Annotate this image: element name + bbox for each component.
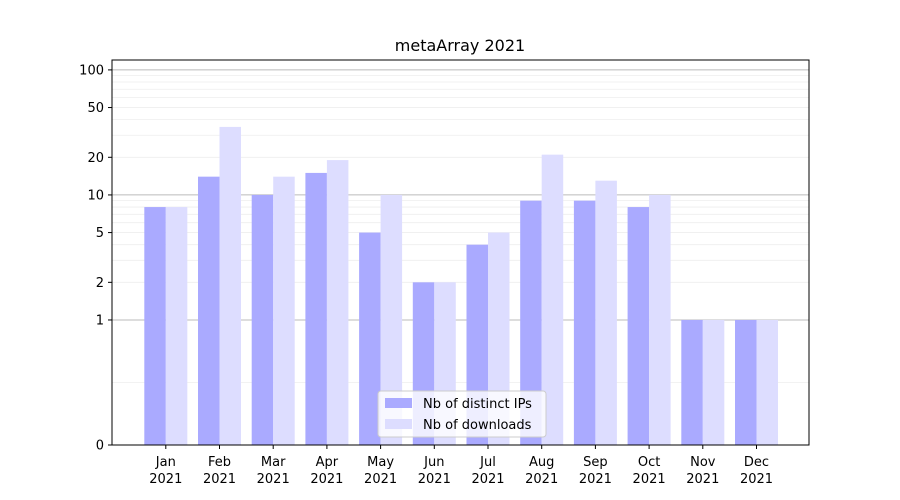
x-tick-label-year: 2021 <box>149 472 182 487</box>
bar-distinct-ips-mar <box>251 194 274 445</box>
x-tick-label-month: Dec <box>744 455 769 470</box>
bar-downloads-oct <box>649 194 671 445</box>
bars <box>144 126 778 446</box>
y-tick-label: 0 <box>96 439 104 454</box>
legend-swatch <box>385 398 412 408</box>
chart-title: metaArray 2021 <box>395 36 525 55</box>
x-tick-label-year: 2021 <box>686 472 719 487</box>
bar-downloads-mar <box>273 176 295 445</box>
bar-distinct-ips-feb <box>198 176 220 445</box>
bar-downloads-aug <box>541 154 564 445</box>
y-tick-label: 5 <box>96 226 104 241</box>
legend-box <box>377 390 547 438</box>
bar-downloads-apr <box>326 160 349 445</box>
x-axis: Jan 2021 Feb 2021 Mar 2021 Apr 2021 May 2021 Jun 20… <box>149 445 773 487</box>
legend: Nb of distinct IPs Nb of downloads <box>377 390 547 438</box>
bar-downloads-dec <box>756 319 778 445</box>
bar-distinct-ips-apr <box>305 172 327 446</box>
legend-label: Nb of distinct IPs <box>423 397 532 412</box>
bar-distinct-ips-jan <box>144 207 166 445</box>
x-tick-label-month: Apr <box>316 455 339 470</box>
y-tick-label: 100 <box>79 63 104 78</box>
x-tick-label-month: Aug <box>529 455 554 470</box>
x-tick-label-year: 2021 <box>257 472 290 487</box>
x-tick-label-month: Oct <box>638 455 660 470</box>
y-axis: 0 1 2 5 10 20 50 100 <box>79 63 112 454</box>
y-tick-label: 2 <box>96 276 104 291</box>
x-tick-label-year: 2021 <box>203 472 236 487</box>
bar-distinct-ips-oct <box>627 207 650 445</box>
y-tick-label: 20 <box>87 151 104 166</box>
plot-frame <box>111 59 810 446</box>
x-tick-label-month: Nov <box>690 455 716 470</box>
bar-distinct-ips-aug <box>520 200 542 445</box>
x-tick-label-year: 2021 <box>579 472 612 487</box>
bar-downloads-feb <box>219 126 241 445</box>
x-tick-label-month: Jan <box>155 455 176 470</box>
bar-distinct-ips-sep <box>573 200 596 445</box>
x-tick-label-year: 2021 <box>310 472 343 487</box>
bar-distinct-ips-may <box>359 232 381 445</box>
x-tick-label-month: May <box>367 455 394 470</box>
x-tick-label-year: 2021 <box>418 472 451 487</box>
bar-downloads-jan <box>165 207 188 445</box>
x-tick-label-month: Sep <box>583 455 608 470</box>
y-tick-label: 10 <box>87 188 104 203</box>
legend-label: Nb of downloads <box>423 418 532 433</box>
bar-distinct-ips-nov <box>681 319 703 445</box>
x-tick-label-year: 2021 <box>633 472 666 487</box>
x-tick-label-month: Jul <box>479 455 496 470</box>
x-tick-label-year: 2021 <box>471 472 504 487</box>
y-tick-label: 50 <box>87 101 104 116</box>
bar-downloads-nov <box>702 319 725 445</box>
x-tick-label-year: 2021 <box>364 472 397 487</box>
x-tick-label-month: Feb <box>208 455 231 470</box>
y-tick-label: 1 <box>96 313 104 328</box>
bar-downloads-sep <box>595 180 617 445</box>
bar-downloads-may <box>380 194 403 445</box>
x-tick-label-month: Mar <box>261 455 286 470</box>
x-tick-label-month: Jun <box>423 455 444 470</box>
bar-distinct-ips-dec <box>735 319 757 445</box>
x-tick-label-year: 2021 <box>525 472 558 487</box>
legend-swatch <box>385 419 412 429</box>
x-tick-label-year: 2021 <box>740 472 773 487</box>
